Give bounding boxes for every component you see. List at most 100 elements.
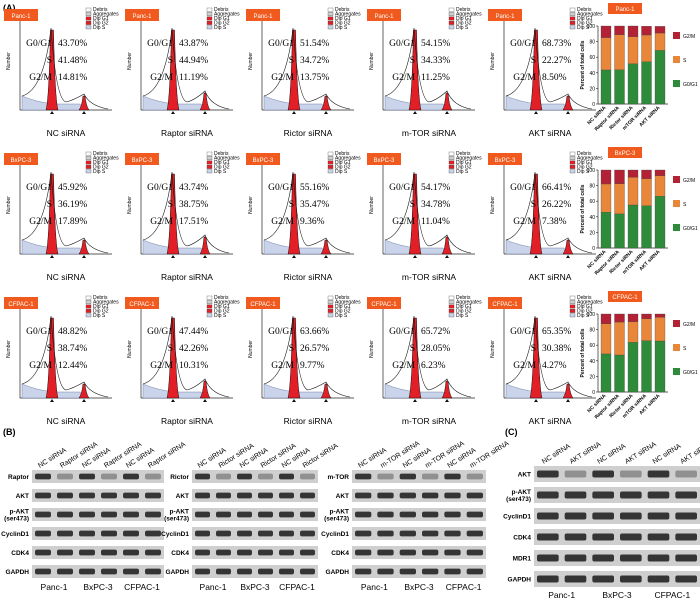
cell-line-caption: BxPC-3 — [602, 590, 632, 600]
legend-swatch — [85, 16, 92, 21]
bar-s — [641, 34, 652, 62]
y-axis-title: Percent of total cells — [580, 40, 586, 89]
chart-badge — [608, 291, 642, 302]
lane-label: NC siRNA — [541, 443, 572, 466]
g0g1-peak — [287, 173, 301, 255]
legend-swatch — [448, 21, 455, 25]
blot-band — [377, 549, 394, 556]
blot-band — [258, 511, 273, 518]
condition-caption: Rictor siRNA — [284, 128, 333, 138]
legend-swatch — [327, 313, 334, 318]
g2m-phase-label: G2/M — [150, 73, 173, 83]
y-axis-title: Number — [248, 52, 254, 70]
blot-band — [237, 568, 252, 575]
legend-swatch — [448, 151, 455, 156]
legend-entry: Debris — [93, 295, 108, 301]
blot-band — [399, 568, 416, 575]
g0g1-phase-label: G0/G1 — [389, 327, 415, 337]
g0g1-peak — [408, 317, 422, 399]
legend-swatch — [206, 16, 213, 21]
bar-g0g1 — [614, 69, 625, 105]
legend-swatch — [569, 169, 576, 174]
s-phase-area — [505, 383, 569, 399]
peak-marker — [50, 399, 54, 402]
g0g1-peak — [287, 317, 301, 399]
legend-swatch — [673, 56, 680, 63]
blot-band — [300, 511, 315, 518]
legend-swatch — [673, 344, 680, 351]
blot-band — [101, 511, 117, 518]
g2m-phase-label: G2/M — [513, 361, 536, 371]
legend-swatch — [569, 300, 576, 304]
blot-band — [466, 473, 483, 480]
blot-band — [620, 470, 642, 478]
blot-band — [444, 549, 461, 556]
legend-swatch — [569, 304, 576, 309]
s-percent: 41.48% — [58, 56, 87, 66]
legend-swatch — [448, 313, 455, 318]
g0g1-peak — [166, 317, 180, 399]
panel-a-label: (A) — [3, 3, 16, 13]
legend-entry: Dip G2 — [456, 20, 472, 26]
cell-line-badge — [488, 297, 522, 309]
protein-label: AKT — [176, 493, 189, 500]
legend-entry: Dip G1 — [577, 160, 593, 166]
blot-band — [592, 554, 614, 562]
s-percent: 44.94% — [179, 56, 208, 66]
s-phase-area — [263, 95, 327, 111]
g2m-percent: 7.38% — [542, 217, 567, 227]
legend-entry: Dip G1 — [214, 304, 230, 310]
legend-entry: Aggregates — [335, 300, 361, 306]
fit-envelope — [505, 315, 593, 398]
blot-band — [647, 554, 670, 562]
cell-line-badge — [125, 9, 159, 21]
legend-entry: Aggregates — [456, 12, 482, 18]
legend-entry: Dip G2 — [577, 308, 593, 314]
bar-s — [641, 178, 652, 206]
blot-band — [35, 492, 51, 499]
panel-c-label: (C) — [505, 427, 518, 437]
blot-band — [123, 530, 139, 537]
protein-label: CDK4 — [513, 535, 531, 542]
legend-swatch — [206, 12, 213, 16]
blot-strip — [352, 527, 486, 540]
legend-entry: Debris — [577, 151, 592, 157]
protein-label: MDR1 — [513, 556, 532, 563]
peak-marker — [292, 111, 296, 114]
g2m-peak — [320, 239, 332, 255]
blot-band — [279, 568, 294, 575]
cell-line-label: Panc-1 — [132, 14, 152, 20]
g0g1-peak — [408, 29, 422, 111]
blot-band — [620, 491, 642, 499]
blot-band — [279, 492, 294, 499]
legend-entry: Dip G1 — [214, 160, 230, 166]
g0g1-phase-label: G0/G1 — [389, 39, 415, 49]
blot-band — [57, 549, 73, 556]
bar-legend: G2/M S G0/G1 — [673, 320, 698, 376]
blot-strip — [32, 508, 164, 521]
blot-band — [377, 473, 394, 480]
blot-band — [237, 473, 252, 480]
bar-g0g1 — [600, 69, 612, 105]
g0g1-phase-label: G0/G1 — [268, 39, 294, 49]
fit-envelope — [142, 171, 230, 254]
blot-band — [377, 568, 394, 575]
bar-g0g1 — [600, 353, 612, 393]
bar-s — [654, 317, 666, 342]
legend-entry: Aggregates — [93, 12, 119, 18]
fit-envelope — [142, 315, 230, 398]
protein-label: CDK4 — [11, 550, 29, 557]
legend-swatch — [85, 25, 92, 30]
blot-band — [399, 492, 416, 499]
g2m-phase-label: G2/M — [29, 217, 52, 227]
s-phase-label: S — [531, 200, 536, 210]
s-phase-area — [505, 95, 569, 111]
blot-band — [592, 533, 614, 541]
lane-label: Raptor siRNA — [147, 441, 187, 470]
blot-band — [564, 470, 587, 478]
